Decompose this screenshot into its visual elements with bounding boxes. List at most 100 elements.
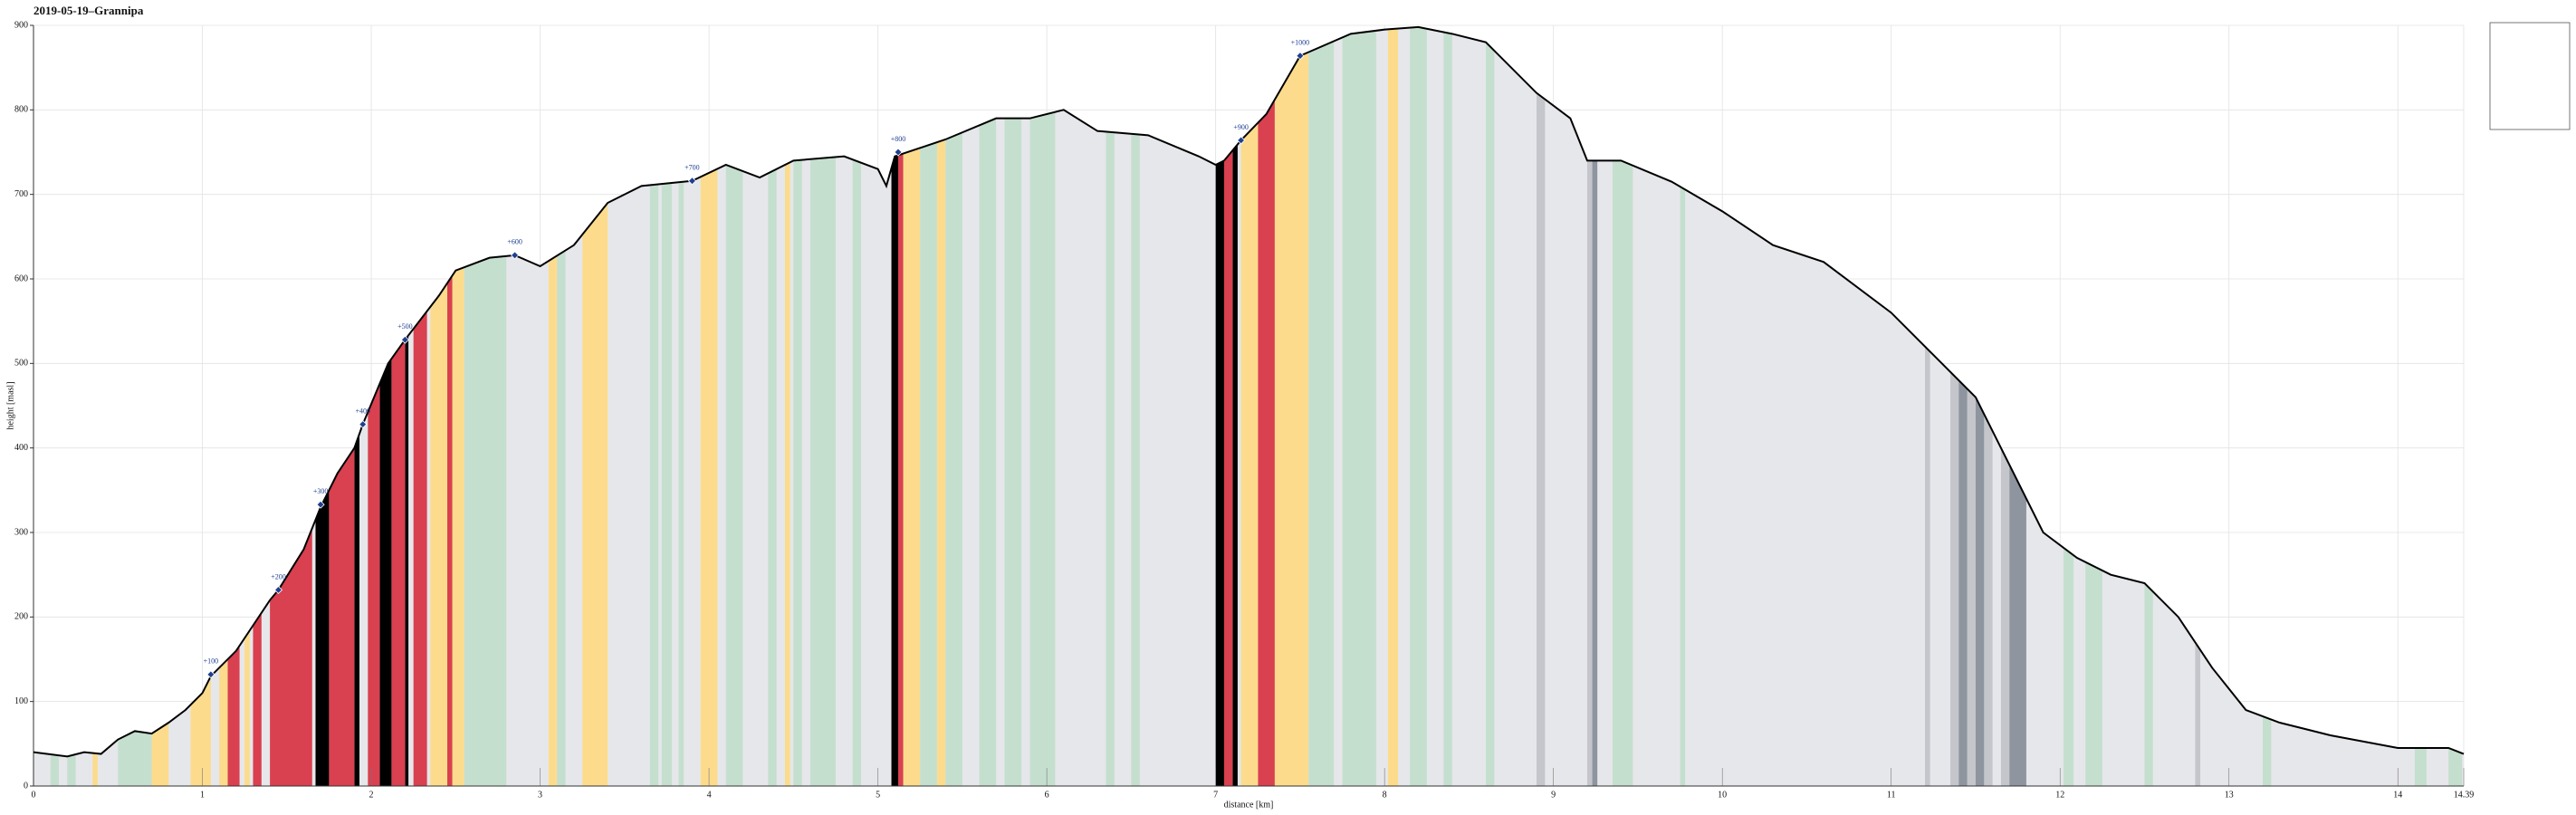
band	[446, 26, 453, 786]
marker-label: +100	[204, 657, 219, 666]
marker-label: +900	[1233, 123, 1249, 131]
bands	[34, 26, 2464, 786]
x-tick-label: 14	[2393, 790, 2402, 800]
marker	[273, 585, 283, 595]
marker	[1237, 136, 1246, 145]
band	[582, 26, 608, 786]
marker	[687, 177, 696, 186]
band	[1029, 26, 1056, 786]
x-tick-label: 14.39	[2454, 790, 2475, 800]
band	[678, 26, 685, 786]
band	[1592, 26, 1598, 786]
y-tick-label: 700	[14, 189, 28, 199]
x-tick-label: 1	[200, 790, 205, 800]
band	[430, 26, 447, 786]
y-tick-label: 400	[14, 443, 28, 453]
x-tick-label: 8	[1383, 790, 1387, 800]
marker-label: +1000	[1291, 38, 1310, 46]
band	[118, 26, 152, 786]
band	[891, 26, 898, 786]
marker	[400, 335, 409, 344]
x-tick-label: 4	[707, 790, 712, 800]
band	[2414, 26, 2427, 786]
band	[1967, 26, 1976, 786]
band	[315, 26, 330, 786]
band	[557, 26, 566, 786]
band	[1274, 26, 1309, 786]
x-tick-label: 6	[1045, 790, 1049, 800]
band	[785, 26, 790, 786]
y-tick-label: 600	[14, 273, 28, 283]
band	[2144, 26, 2153, 786]
band	[50, 26, 59, 786]
band	[809, 26, 836, 786]
x-tick-label: 12	[2055, 790, 2064, 800]
band	[1240, 26, 1259, 786]
band	[1387, 26, 1399, 786]
marker-label: +400	[355, 407, 370, 415]
marker	[511, 251, 520, 260]
band	[979, 26, 997, 786]
band	[2009, 26, 2026, 786]
marker	[894, 148, 903, 157]
band	[1342, 26, 1376, 786]
band	[548, 26, 558, 786]
band	[391, 26, 406, 786]
x-tick-label: 7	[1213, 790, 1218, 800]
y-tick-label: 200	[14, 612, 28, 622]
band	[1308, 26, 1335, 786]
band	[1443, 26, 1452, 786]
band	[1004, 26, 1022, 786]
band	[2000, 26, 2010, 786]
band	[897, 26, 904, 786]
x-tick-label: 3	[538, 790, 542, 800]
band	[661, 26, 673, 786]
band	[1958, 26, 1968, 786]
band	[1486, 26, 1495, 786]
band	[329, 26, 355, 786]
y-tick-label: 0	[24, 781, 28, 791]
band	[1586, 26, 1593, 786]
marker	[359, 419, 368, 429]
band	[1949, 26, 1959, 786]
band	[1612, 26, 1633, 786]
band	[2448, 26, 2463, 786]
band	[405, 26, 409, 786]
y-tick-label: 500	[14, 359, 28, 369]
marker	[206, 670, 215, 679]
band	[1925, 26, 1930, 786]
band	[2085, 26, 2102, 786]
band	[2063, 26, 2074, 786]
y-tick-label: 100	[14, 696, 28, 706]
band	[768, 26, 777, 786]
band	[464, 26, 507, 786]
y-tick-label: 800	[14, 105, 28, 115]
band	[700, 26, 718, 786]
legend-box	[2489, 22, 2571, 130]
marker-label: +600	[507, 238, 522, 246]
band	[1106, 26, 1115, 786]
band	[1258, 26, 1275, 786]
band	[190, 26, 211, 786]
band	[244, 26, 250, 786]
x-axis-label: distance [km]	[1224, 800, 1274, 810]
band	[219, 26, 228, 786]
band	[852, 26, 861, 786]
x-tick-label: 13	[2225, 790, 2234, 800]
band	[936, 26, 946, 786]
band	[903, 26, 921, 786]
band	[270, 26, 312, 786]
band	[920, 26, 937, 786]
chart-title: 2019-05-19–Grannipa	[34, 4, 144, 17]
band	[354, 26, 359, 786]
band	[2263, 26, 2272, 786]
band	[725, 26, 743, 786]
marker	[1296, 52, 1305, 61]
band	[227, 26, 240, 786]
band	[1131, 26, 1140, 786]
band	[151, 26, 169, 786]
band	[1232, 26, 1238, 786]
x-tick-label: 9	[1551, 790, 1556, 800]
band	[452, 26, 464, 786]
